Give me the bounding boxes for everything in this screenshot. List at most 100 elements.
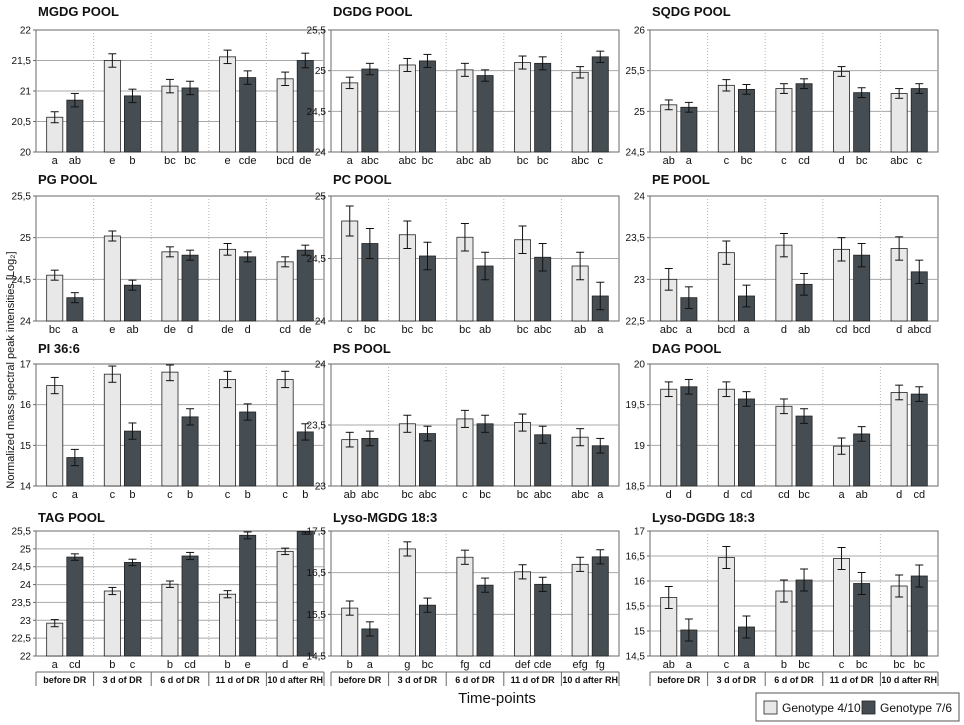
significance-letter: a <box>743 659 750 671</box>
significance-letter: d <box>686 489 692 501</box>
significance-letter: cd <box>798 155 810 167</box>
panel-lyso-mgdg-18-3: Lyso-MGDG 18:314,515,516,517,5b a g bc fg cd d… <box>307 510 620 686</box>
significance-letter: c <box>167 489 173 501</box>
plot-frame <box>649 530 939 657</box>
y-tick-label: 26 <box>634 26 646 37</box>
significance-letter: a <box>686 659 693 671</box>
significance-letter: d <box>781 324 787 336</box>
y-tick-label: 15,5 <box>307 610 327 621</box>
bar-6-d-of-dr-genotype-7-6 <box>476 423 494 487</box>
significance-letter: d <box>896 324 902 336</box>
significance-letter: def <box>515 659 531 671</box>
significance-letter: abc <box>660 324 678 336</box>
significance-letter: a <box>367 659 374 671</box>
category-label: 10 d after RH <box>267 675 323 685</box>
significance-letter: c <box>52 489 58 501</box>
bar-3-d-of-dr-genotype-4-10 <box>717 388 735 487</box>
y-tick-label: 24 <box>315 360 327 371</box>
panel-title: DAG POOL <box>652 341 721 356</box>
significance-letter: bc <box>741 155 753 167</box>
bar-3-d-of-dr-genotype-4-10 <box>103 235 121 322</box>
bar-6-d-of-dr-genotype-7-6 <box>476 584 494 657</box>
significance-letter: a <box>52 659 59 671</box>
significance-letter: bc <box>893 659 905 671</box>
significance-letter: c <box>781 155 787 167</box>
significance-letter: bc <box>856 659 868 671</box>
significance-letter: a <box>686 324 693 336</box>
significance-letter: abc <box>361 489 379 501</box>
bar-before-dr-genotype-7-6 <box>361 68 379 153</box>
significance-letter: abc <box>361 155 379 167</box>
legend-swatch-genotype-4-10 <box>763 700 778 715</box>
significance-letter: bc <box>422 659 434 671</box>
significance-letter: c <box>347 324 353 336</box>
significance-letter: bc <box>402 324 414 336</box>
significance-letter: d <box>245 324 251 336</box>
bar-6-d-of-dr-genotype-4-10 <box>456 69 474 153</box>
bar-6-d-of-dr-genotype-4-10 <box>161 583 179 657</box>
significance-letter: a <box>686 155 693 167</box>
y-tick-label: 23 <box>20 616 32 627</box>
y-tick-label: 23,5 <box>307 421 327 432</box>
y-tick-label: 18,5 <box>626 482 646 493</box>
significance-letter: e <box>109 155 115 167</box>
bar-6-d-of-dr-genotype-7-6 <box>181 87 199 153</box>
significance-letter: fg <box>596 659 605 671</box>
significance-letter: b <box>347 659 353 671</box>
bar-6-d-of-dr-genotype-4-10 <box>775 88 793 153</box>
significance-letter: d <box>282 659 288 671</box>
y-tick-label: 25,5 <box>626 66 646 77</box>
y-tick-label: 24 <box>634 192 646 203</box>
y-tick-label: 25 <box>315 66 327 77</box>
y-tick-label: 16 <box>20 400 32 411</box>
category-label: 11 d of DR <box>830 675 875 685</box>
significance-letter: cd <box>69 659 81 671</box>
y-tick-label: 23 <box>634 275 646 286</box>
bar-3-d-of-dr-genotype-4-10 <box>103 60 121 153</box>
significance-letter: abcd <box>907 324 931 336</box>
significance-letter: efg <box>572 659 587 671</box>
y-tick-label: 20 <box>634 360 646 371</box>
significance-letter: bcd <box>853 324 871 336</box>
significance-letter: de <box>299 324 311 336</box>
plot-frame <box>649 363 939 487</box>
significance-letter: a <box>597 324 604 336</box>
significance-letter: ab <box>69 155 81 167</box>
significance-letter: a <box>72 489 79 501</box>
significance-letter: b <box>302 489 308 501</box>
bar-11-d-of-dr-genotype-7-6 <box>239 77 257 153</box>
bar-before-dr-genotype-4-10 <box>46 274 64 322</box>
bar-6-d-of-dr-genotype-7-6 <box>795 415 813 487</box>
significance-letter: ab <box>574 324 586 336</box>
y-tick-label: 22,5 <box>12 634 32 645</box>
bar-10-d-after-rh-genotype-7-6 <box>296 530 314 657</box>
bar-3-d-of-dr-genotype-7-6 <box>738 88 755 153</box>
significance-letter: b <box>129 155 135 167</box>
significance-letter: a <box>52 155 59 167</box>
significance-letter: a <box>597 489 604 501</box>
bar-11-d-of-dr-genotype-4-10 <box>514 571 531 657</box>
significance-letter: a <box>838 489 845 501</box>
bar-6-d-of-dr-genotype-7-6 <box>795 83 813 153</box>
significance-letter: bc <box>479 489 491 501</box>
significance-letter: d <box>723 489 729 501</box>
bar-10-d-after-rh-genotype-7-6 <box>591 556 609 657</box>
plot-frame <box>330 29 620 153</box>
y-tick-label: 25 <box>20 544 32 555</box>
significance-letter: bc <box>459 324 471 336</box>
panel-title: PC POOL <box>333 172 392 187</box>
bar-11-d-of-dr-genotype-4-10 <box>219 56 237 153</box>
bar-11-d-of-dr-genotype-4-10 <box>219 379 237 487</box>
bar-3-d-of-dr-genotype-7-6 <box>418 604 436 657</box>
category-label: 10 d after RH <box>881 675 937 685</box>
bar-6-d-of-dr-genotype-4-10 <box>161 251 179 322</box>
category-label: 3 d of DR <box>103 675 143 685</box>
bar-3-d-of-dr-genotype-7-6 <box>418 60 436 153</box>
significance-letter: d <box>666 489 672 501</box>
significance-letter: cde <box>239 155 257 167</box>
bar-3-d-of-dr-genotype-4-10 <box>717 557 735 657</box>
